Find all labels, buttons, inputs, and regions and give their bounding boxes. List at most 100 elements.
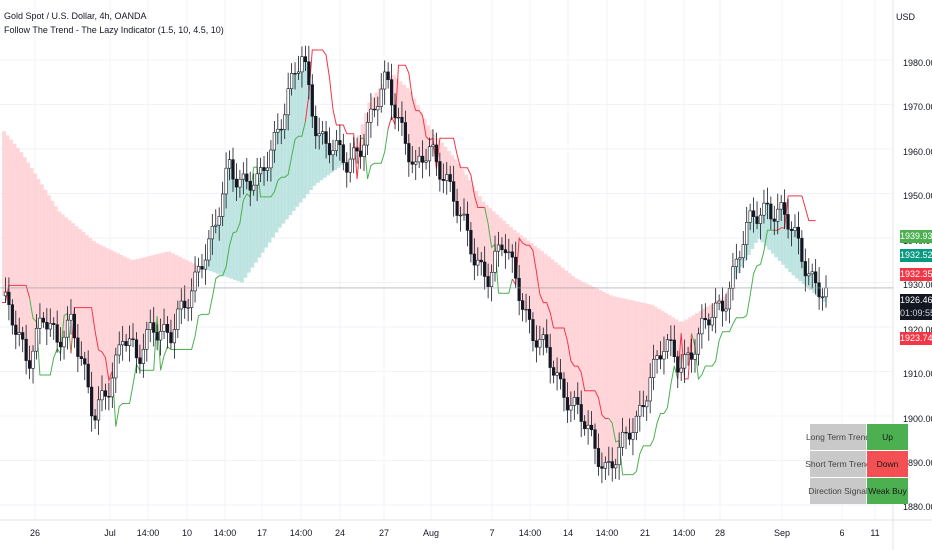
candle-body xyxy=(800,237,804,262)
trend-band xyxy=(12,143,17,326)
candle-body xyxy=(59,341,63,348)
candle-body xyxy=(824,287,828,298)
trend-band xyxy=(146,256,151,330)
candle-body xyxy=(114,354,118,379)
candle-body xyxy=(689,352,694,360)
trend-band xyxy=(822,296,827,302)
price-tick: 1930.000 xyxy=(903,280,932,290)
trend-band xyxy=(405,88,410,144)
candle-body xyxy=(576,397,580,405)
trend-band xyxy=(646,303,651,401)
candle-body xyxy=(31,350,35,369)
trend-band xyxy=(374,92,379,110)
candle-body xyxy=(138,357,142,364)
candle-body xyxy=(7,291,11,305)
candle-body xyxy=(255,173,259,186)
candle-body xyxy=(193,271,197,292)
trend-band xyxy=(281,129,286,224)
trend-band xyxy=(226,168,231,278)
candle-body xyxy=(341,144,345,163)
candle-body xyxy=(810,271,814,275)
trend-band xyxy=(808,273,813,291)
date-tick: 14:00 xyxy=(213,528,237,538)
trend-band xyxy=(81,232,86,359)
trend-band xyxy=(370,96,375,110)
trend-band xyxy=(167,251,172,333)
trend-band xyxy=(484,205,489,277)
trend-band xyxy=(701,308,706,319)
trend-band xyxy=(67,220,72,321)
trend-band xyxy=(398,81,403,118)
trend-band xyxy=(550,259,555,368)
trend-band xyxy=(794,227,800,279)
candle-body xyxy=(314,115,318,137)
candle-body xyxy=(531,319,535,341)
trend-band xyxy=(46,195,51,330)
trend-band xyxy=(298,71,303,203)
candle-body xyxy=(400,116,404,123)
last-price-tag: 1926.460 xyxy=(900,294,932,307)
candle-body xyxy=(134,339,139,359)
candle-body xyxy=(290,73,294,89)
candle-body xyxy=(238,178,242,188)
candle-body xyxy=(786,214,790,230)
candle-body xyxy=(279,128,283,131)
currency-label[interactable]: USD xyxy=(896,12,916,22)
candle-body xyxy=(665,339,670,352)
trend-band xyxy=(660,311,665,360)
candle-body xyxy=(227,159,232,169)
price-tick: 1920.000 xyxy=(903,325,932,335)
candle-body xyxy=(76,337,80,357)
trend-band xyxy=(26,162,31,361)
trend-band xyxy=(598,290,603,467)
candle-body xyxy=(245,173,249,182)
candle-body xyxy=(334,140,339,151)
candle-body xyxy=(762,202,766,216)
candle-body xyxy=(48,323,52,330)
trend-band xyxy=(474,190,479,266)
trend-band xyxy=(470,185,475,255)
trend-band xyxy=(595,288,600,449)
trend-band xyxy=(112,251,117,378)
candle-body xyxy=(707,319,711,326)
trend-band xyxy=(329,154,334,173)
candle-body xyxy=(131,338,135,341)
trend-band xyxy=(2,131,7,296)
trend-band xyxy=(136,258,141,358)
candle-body xyxy=(362,144,366,157)
candle-body xyxy=(558,372,563,380)
trend-band xyxy=(626,299,631,434)
candle-body xyxy=(72,313,77,339)
trend-band xyxy=(353,146,358,148)
candle-body xyxy=(127,338,132,346)
trend-band xyxy=(636,301,641,417)
trend-band xyxy=(526,240,531,310)
candle-body xyxy=(86,363,90,388)
trend-band xyxy=(719,298,724,302)
date-tick: 24 xyxy=(334,528,346,538)
trend-band xyxy=(622,298,627,433)
short-trend-line xyxy=(319,49,334,110)
trend-band xyxy=(543,253,548,335)
candle-body xyxy=(38,317,42,329)
date-tick: 7 xyxy=(489,528,495,538)
trend-band xyxy=(557,264,562,373)
trend-band xyxy=(274,132,279,233)
date-tick: 14:00 xyxy=(672,528,696,538)
indicator-title[interactable]: Follow The Trend - The Lazy Indicator (1… xyxy=(4,25,224,35)
trend-band xyxy=(667,315,672,340)
candle-body xyxy=(179,300,183,310)
trend-band xyxy=(519,235,524,301)
trend-band xyxy=(388,75,393,80)
trend-band xyxy=(488,208,493,287)
candle-body xyxy=(562,378,566,398)
trend-band xyxy=(260,167,265,253)
trend-band xyxy=(605,293,610,463)
candle-body xyxy=(14,324,18,335)
candle-body xyxy=(789,228,794,231)
trend-band xyxy=(539,250,544,340)
trend-band xyxy=(19,152,24,333)
date-tick: 14:00 xyxy=(518,528,542,538)
trend-band xyxy=(560,267,565,379)
